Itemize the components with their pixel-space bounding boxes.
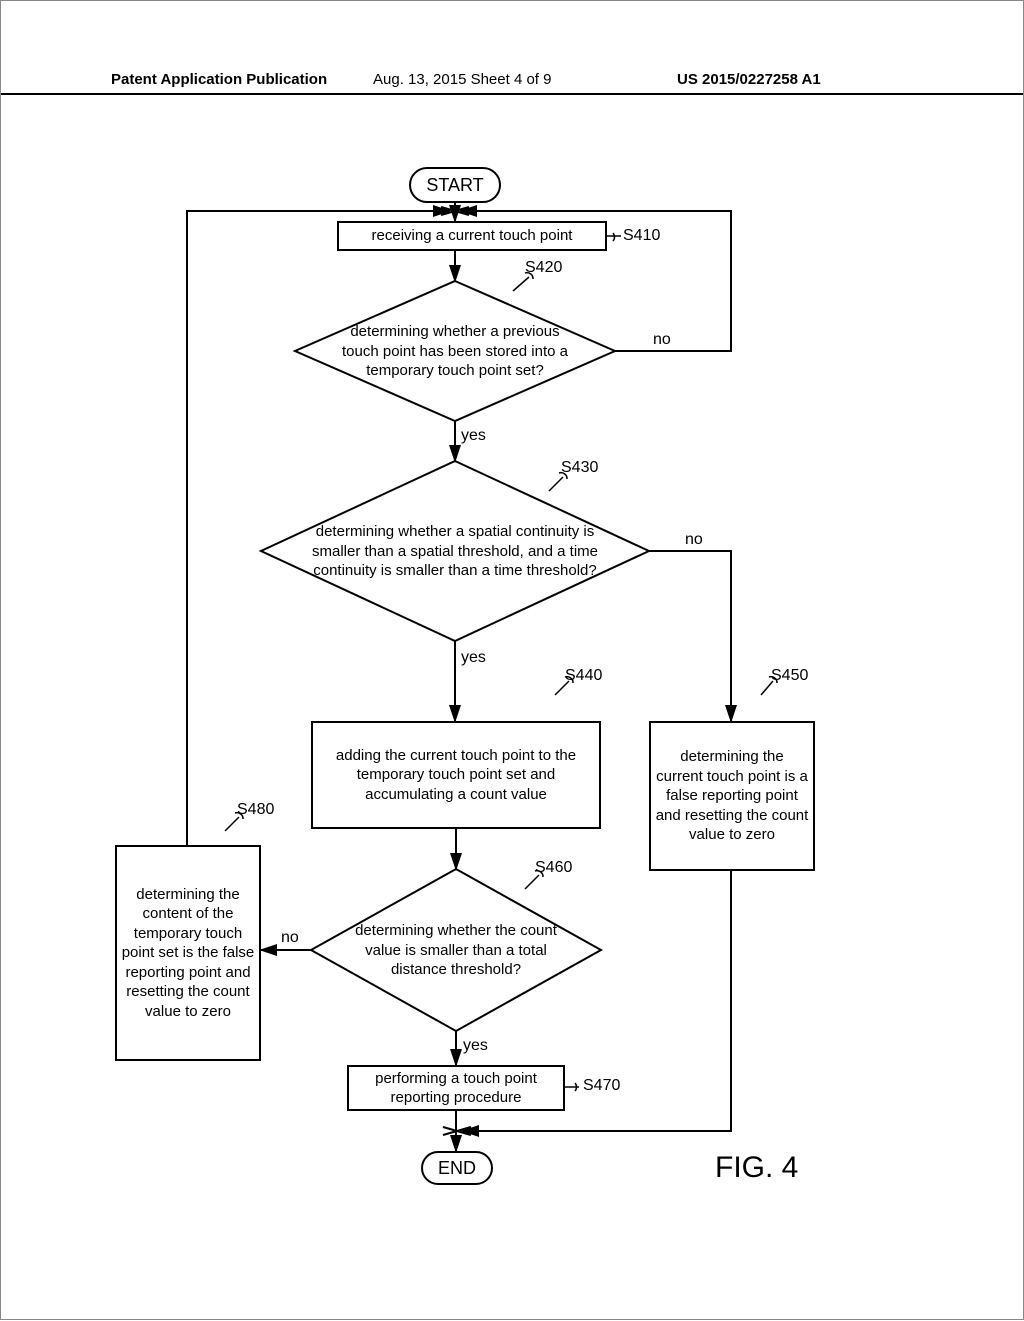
step-s480: determining the content of the temporary… [115, 845, 261, 1061]
end-terminal: END [421, 1151, 493, 1185]
step-s410-id: S410 [623, 227, 660, 245]
flow-connectors [1, 1, 1024, 1321]
step-s470: performing a touch point reporting proce… [347, 1065, 565, 1111]
step-s430-id: S430 [561, 459, 598, 477]
step-s460-id: S460 [535, 859, 572, 877]
step-s420: determining whether a previous touch poi… [295, 281, 615, 421]
step-s450: determining the current touch point is a… [649, 721, 815, 871]
step-s470-id: S470 [583, 1077, 620, 1095]
step-s440: adding the current touch point to the te… [311, 721, 601, 829]
start-terminal: START [409, 167, 501, 203]
s430-no: no [685, 531, 703, 549]
s430-yes: yes [461, 649, 486, 667]
step-s440-text: adding the current touch point to the te… [317, 746, 595, 805]
s460-yes: yes [463, 1037, 488, 1055]
step-s420-id: S420 [525, 259, 562, 277]
s420-no: no [653, 331, 671, 349]
step-s430: determining whether a spatial continuity… [261, 461, 649, 641]
page-frame: Patent Application Publication Aug. 13, … [0, 0, 1024, 1320]
start-label: START [426, 175, 483, 196]
step-s440-id: S440 [565, 667, 602, 685]
step-s450-text: determining the current touch point is a… [655, 747, 809, 845]
end-label: END [438, 1158, 476, 1179]
s460-no: no [281, 929, 299, 947]
step-s460-text: determining whether the count value is s… [355, 922, 557, 978]
step-s410: receiving a current touch point [337, 221, 607, 251]
step-s450-id: S450 [771, 667, 808, 685]
step-s430-text: determining whether a spatial continuity… [312, 523, 598, 579]
step-s470-text: performing a touch point reporting proce… [353, 1069, 559, 1108]
s420-yes: yes [461, 427, 486, 445]
step-s480-text: determining the content of the temporary… [121, 885, 255, 1022]
step-s420-text: determining whether a previous touch poi… [342, 323, 568, 379]
step-s410-text: receiving a current touch point [372, 226, 573, 246]
step-s480-id: S480 [237, 801, 274, 819]
step-s460: determining whether the count value is s… [311, 869, 601, 1031]
figure-label: FIG. 4 [715, 1151, 798, 1185]
